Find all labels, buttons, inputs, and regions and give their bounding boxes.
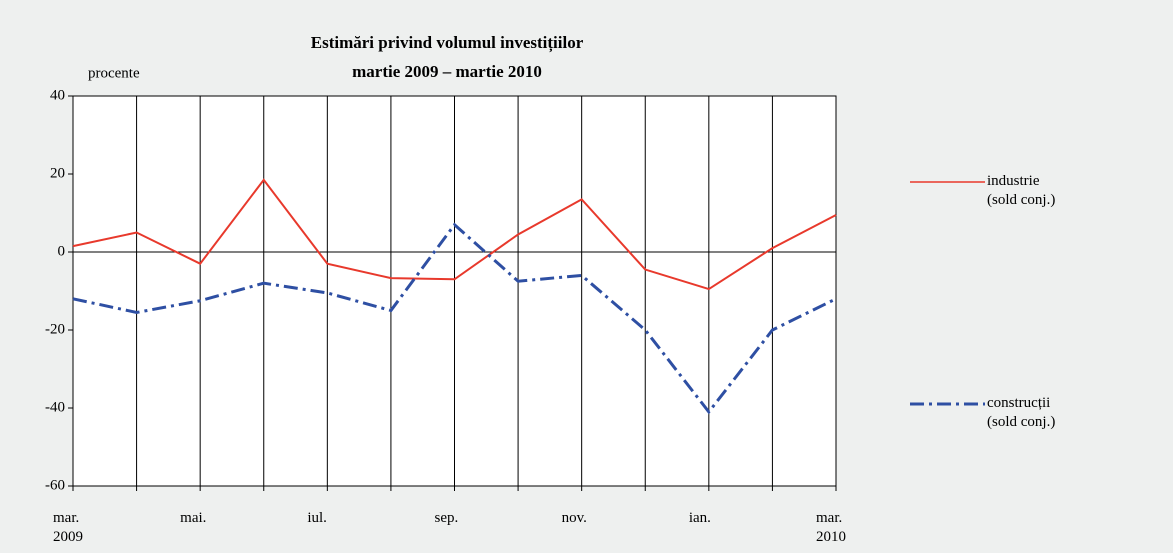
legend-label: industrie (sold conj.) [987, 173, 1056, 208]
chart-title: Estimări privind volumul investițiilor [311, 33, 584, 53]
y-tick-label: -40 [45, 399, 65, 415]
x-tick-label: sep. [434, 510, 459, 526]
y-tick-label: -20 [45, 321, 65, 337]
legend-label: construcții (sold conj.) [987, 395, 1056, 430]
x-tick-label: ian. [688, 510, 711, 526]
x-tick-label: iul. [307, 510, 327, 526]
x-tick-label: mar. 2010 [816, 510, 846, 545]
y-tick-label: 40 [50, 87, 65, 103]
y-tick-label: 0 [58, 243, 66, 259]
chart-subtitle: martie 2009 – martie 2010 [352, 62, 542, 81]
y-axis-label: procente [88, 65, 140, 81]
plot-border [72, 95, 837, 487]
y-tick-label: 20 [50, 165, 65, 181]
line [72, 222, 837, 415]
x-tick-label: mai. [180, 510, 207, 526]
x-tick-label: nov. [561, 510, 587, 526]
line [72, 178, 837, 291]
x-tick-label: mar. 2009 [53, 510, 83, 545]
y-tick-label: -60 [45, 477, 65, 493]
